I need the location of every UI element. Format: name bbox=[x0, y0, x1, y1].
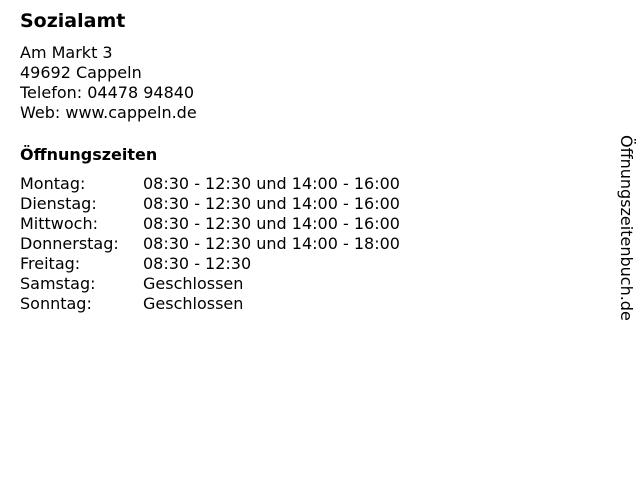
hours-table: Montag: 08:30 - 12:30 und 14:00 - 16:00 D… bbox=[20, 174, 400, 314]
day: Donnerstag: bbox=[20, 234, 119, 253]
time: 08:30 - 12:30 und 14:00 - 16:00 bbox=[143, 194, 400, 213]
hours-heading: Öffnungszeiten bbox=[20, 145, 158, 164]
hours-row: Donnerstag: 08:30 - 12:30 und 14:00 - 18:… bbox=[20, 234, 400, 254]
hours-row: Montag: 08:30 - 12:30 und 14:00 - 16:00 bbox=[20, 174, 400, 194]
hours-row: Sonntag: Geschlossen bbox=[20, 294, 400, 314]
day: Sonntag: bbox=[20, 294, 92, 313]
hours-row: Mittwoch: 08:30 - 12:30 und 14:00 - 16:00 bbox=[20, 214, 400, 234]
street: Am Markt 3 bbox=[20, 43, 113, 62]
time: 08:30 - 12:30 und 14:00 - 16:00 bbox=[143, 174, 400, 193]
hours-row: Samstag: Geschlossen bbox=[20, 274, 400, 294]
address-block: Am Markt 3 49692 Cappeln Telefon: 04478 … bbox=[20, 43, 197, 123]
time: 08:30 - 12:30 und 14:00 - 16:00 bbox=[143, 214, 400, 233]
day: Dienstag: bbox=[20, 194, 97, 213]
city: 49692 Cappeln bbox=[20, 63, 142, 82]
day: Mittwoch: bbox=[20, 214, 98, 233]
time: 08:30 - 12:30 und 14:00 - 18:00 bbox=[143, 234, 400, 253]
day: Montag: bbox=[20, 174, 86, 193]
site-watermark: Öffnungszeitenbuch.de bbox=[617, 135, 636, 321]
time: Geschlossen bbox=[143, 274, 244, 293]
hours-row: Dienstag: 08:30 - 12:30 und 14:00 - 16:00 bbox=[20, 194, 400, 214]
day: Freitag: bbox=[20, 254, 81, 273]
day: Samstag: bbox=[20, 274, 96, 293]
phone: Telefon: 04478 94840 bbox=[20, 83, 195, 102]
time: 08:30 - 12:30 bbox=[143, 254, 252, 273]
hours-row: Freitag: 08:30 - 12:30 bbox=[20, 254, 400, 274]
website: Web: www.cappeln.de bbox=[20, 103, 197, 122]
time: Geschlossen bbox=[143, 294, 244, 313]
page-title: Sozialamt bbox=[20, 10, 126, 32]
